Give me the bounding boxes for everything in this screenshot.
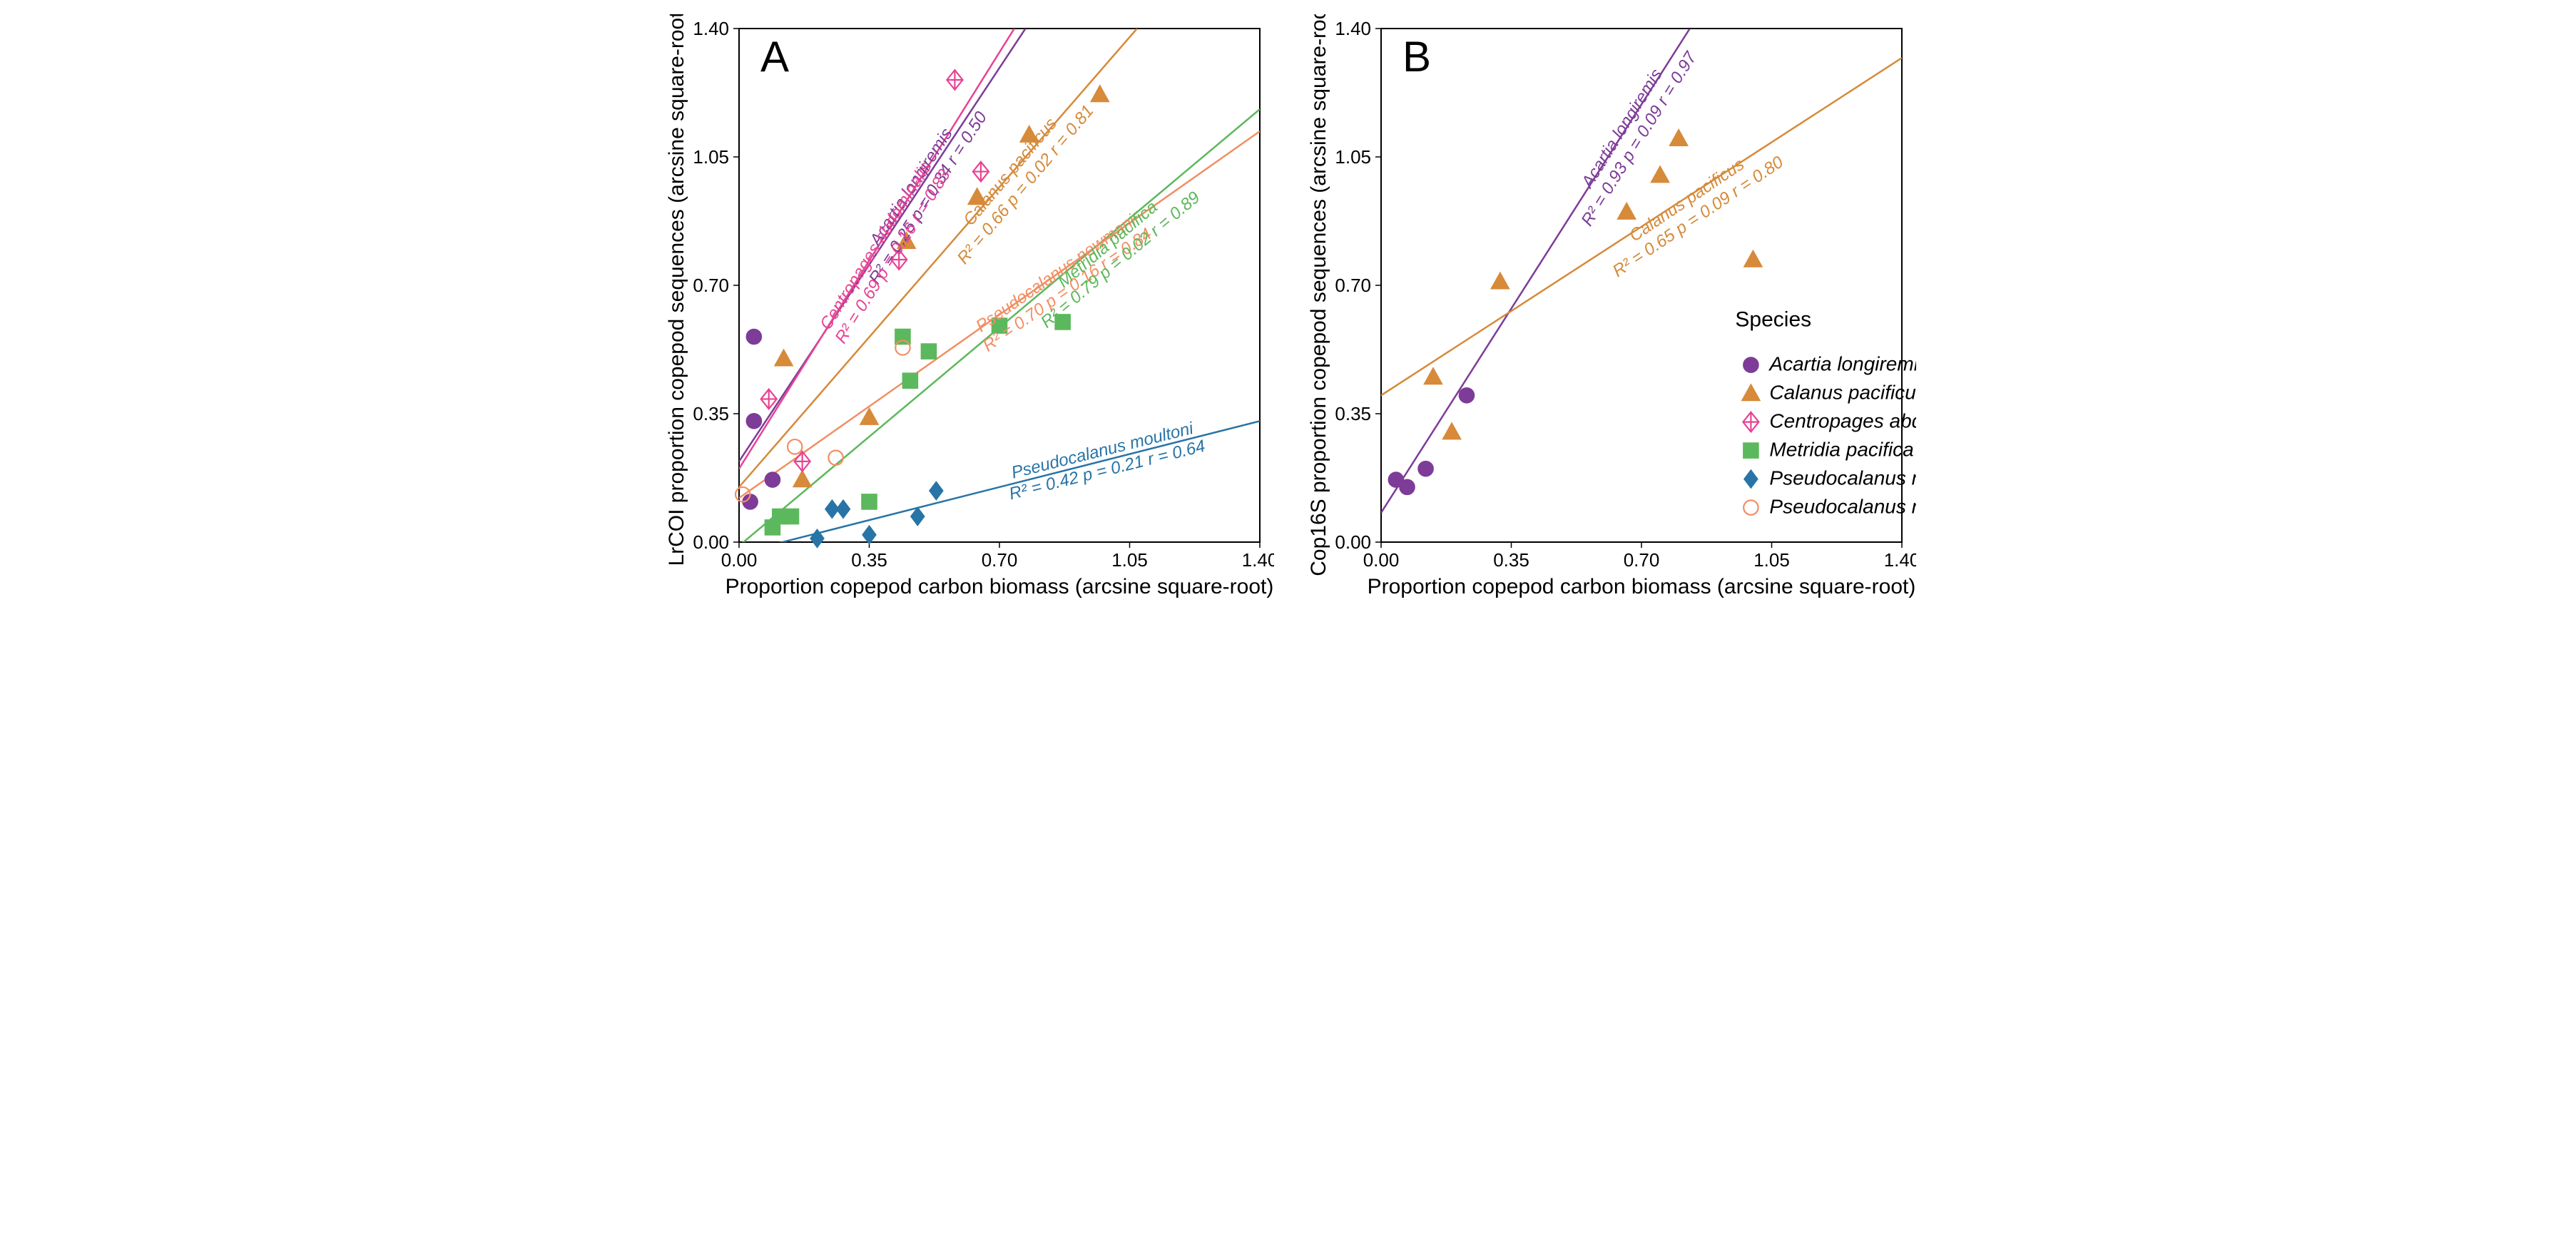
- legend: Species Acartia longiremis Calanus pacific…: [1735, 308, 1916, 518]
- ytick-label: 1.40: [693, 18, 729, 39]
- legend-item: [1742, 385, 1759, 401]
- figure: 0.00 0.35 0.70 1.05 1.40 0.00 0.35 0.70 1.05 1.40…: [0, 0, 2576, 624]
- x-axis-label: Proportion copepod carbon biomass (arcsi…: [725, 575, 1273, 598]
- ytick-label: 0.35: [693, 403, 729, 424]
- ytick-label: 0.35: [1335, 403, 1371, 424]
- ytick-label: 0.70: [693, 275, 729, 296]
- panel-letter: B: [1402, 33, 1431, 81]
- legend-title: Species: [1735, 308, 1811, 332]
- y-axis-label: LrCOI proportion copepod sequences (arcs…: [665, 14, 688, 566]
- x-axis-label: Proportion copepod carbon biomass (arcsi…: [1367, 575, 1915, 598]
- ytick-label: 1.40: [1335, 18, 1371, 39]
- line-label-stats: R² = 0.65 p = 0.09 r = 0.80: [1609, 152, 1787, 281]
- legend-item: [1743, 500, 1758, 514]
- xtick-label: 1.40: [1241, 549, 1273, 571]
- line-label-pseudocalanus_moultoni: Pseudocalanus moultoniR² = 0.42 p = 0.21…: [1002, 417, 1207, 504]
- line-label-calanus: Calanus pacificusR² = 0.66 p = 0.02 r = …: [938, 88, 1098, 268]
- legend-item-label: Pseudocalanus moultoni: [1769, 467, 1916, 489]
- legend-item-label: Calanus pacificus: [1769, 382, 1916, 404]
- xtick-label: 1.05: [1753, 549, 1790, 571]
- legend-item: [1743, 412, 1758, 432]
- ytick-label: 1.05: [693, 146, 729, 168]
- panel-a: 0.000.350.701.051.400.000.350.701.051.40…: [661, 14, 1274, 610]
- legend-item: [1744, 471, 1757, 488]
- legend-item-label: Pseudocalanus newmani: [1769, 496, 1916, 518]
- panel-b-svg: 0.000.350.701.051.400.000.350.701.051.40…: [1303, 14, 1916, 606]
- xtick-label: 1.40: [1883, 549, 1915, 571]
- legend-item-label: Metridia pacifica: [1769, 439, 1913, 461]
- ytick-label: 0.00: [693, 531, 729, 553]
- panel-border: [739, 29, 1260, 542]
- ytick-label: 0.00: [1335, 531, 1371, 553]
- line-label-species: Centropages abdominalis: [816, 158, 935, 333]
- line-label-stats: R² = 0.69 p = 0.16 r = 0.83: [831, 165, 954, 347]
- legend-item: [1743, 357, 1758, 372]
- panel-b: 0.000.350.701.051.400.000.350.701.051.40…: [1303, 14, 1916, 610]
- legend-item: [1743, 443, 1758, 457]
- ytick-label: 0.70: [1335, 275, 1371, 296]
- y-axis-label: Cop16S proportion copepod sequences (arc…: [1307, 14, 1330, 576]
- line-label-centropages: Centropages abdominalisR² = 0.69 p = 0.1…: [814, 155, 954, 347]
- regression-lines: [739, 29, 1260, 553]
- xtick-label: 0.70: [1623, 549, 1659, 571]
- xtick-label: 1.05: [1111, 549, 1148, 571]
- panel-a-svg: 0.000.350.701.051.400.000.350.701.051.40…: [661, 14, 1274, 606]
- legend-item-label: Acartia longiremis: [1768, 353, 1916, 375]
- ytick-label: 1.05: [1335, 146, 1371, 168]
- xtick-label: 0.35: [1493, 549, 1529, 571]
- panel-letter: A: [760, 33, 789, 81]
- xtick-label: 0.35: [851, 549, 887, 571]
- line-label-metridia: Metridia pacificaR² = 0.79 p = 0.02 r = …: [1024, 173, 1203, 332]
- xtick-label: 0.70: [981, 549, 1017, 571]
- legend-item-label: Centropages abdominalis: [1769, 410, 1916, 432]
